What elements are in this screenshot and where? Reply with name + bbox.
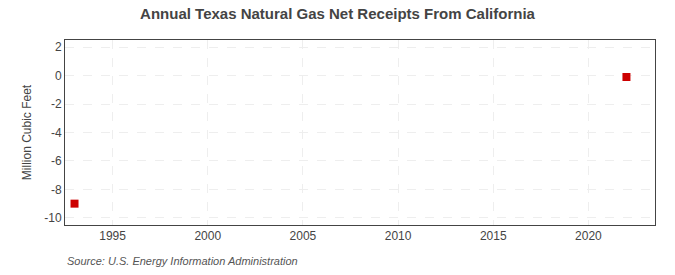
svg-text:Source: U.S. Energy Informatio: Source: U.S. Energy Information Administ…: [67, 255, 298, 267]
svg-text:-8: -8: [51, 183, 62, 197]
svg-text:2015: 2015: [480, 229, 507, 243]
svg-text:-2: -2: [51, 97, 62, 111]
svg-text:2000: 2000: [194, 229, 221, 243]
svg-text:-4: -4: [51, 126, 62, 140]
svg-text:Annual Texas Natural Gas Net R: Annual Texas Natural Gas Net Receipts Fr…: [140, 5, 535, 22]
svg-text:0: 0: [55, 69, 62, 83]
svg-text:2: 2: [55, 40, 62, 54]
svg-text:-10: -10: [44, 211, 62, 225]
svg-text:-6: -6: [51, 154, 62, 168]
svg-text:2010: 2010: [385, 229, 412, 243]
svg-text:1995: 1995: [99, 229, 126, 243]
svg-text:2020: 2020: [575, 229, 602, 243]
svg-text:2005: 2005: [290, 229, 317, 243]
svg-text:Million Cubic Feet: Million Cubic Feet: [20, 84, 34, 180]
